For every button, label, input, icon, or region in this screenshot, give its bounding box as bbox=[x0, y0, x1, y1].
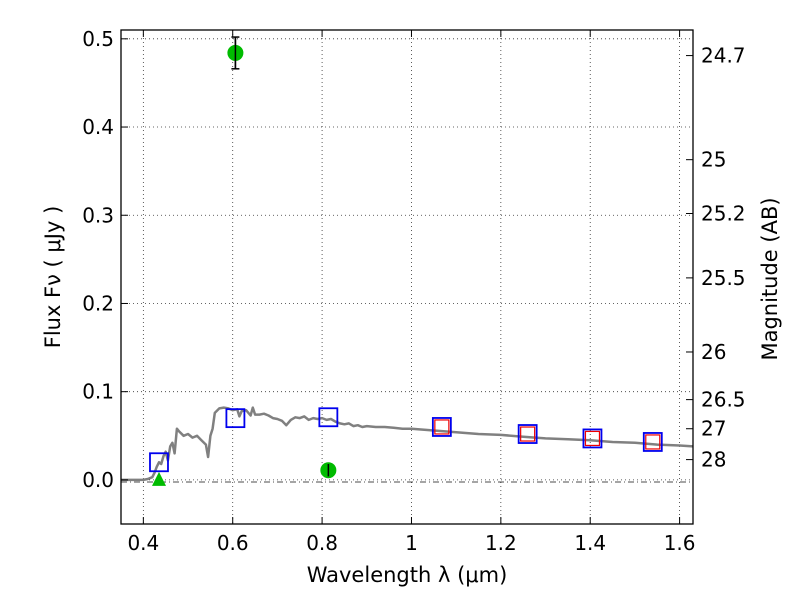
green-triangle-marker bbox=[151, 471, 166, 486]
model-spectrum-line bbox=[121, 406, 693, 482]
red-square-marker bbox=[584, 430, 601, 447]
blue-square-marker bbox=[517, 424, 538, 444]
y2-tick-label: 24.7 bbox=[701, 44, 746, 68]
x-tick-label: 0.8 bbox=[306, 531, 338, 555]
x-tick-label: 1.6 bbox=[664, 531, 696, 555]
y2-tick-label: 25.2 bbox=[701, 201, 746, 225]
plot-markers bbox=[149, 36, 663, 486]
blue-square-marker bbox=[582, 428, 603, 449]
plot-frame bbox=[120, 29, 694, 525]
ticks: 0.4 0.6 0.8 1 1.2 1.4 1.6 0.0 0.1 0.2 0.3 0.4 0.5 24.… bbox=[82, 27, 745, 555]
y2-tick-label: 25.5 bbox=[701, 266, 746, 290]
grid bbox=[121, 30, 693, 524]
x-tick-label: 0.4 bbox=[127, 531, 159, 555]
y-tick-label: 0.5 bbox=[82, 27, 114, 51]
x-tick-label: 0.6 bbox=[217, 531, 249, 555]
y-tick-label: 0.1 bbox=[82, 380, 114, 404]
y2-tick-label: 25 bbox=[701, 148, 726, 172]
y-tick-label: 0.3 bbox=[82, 203, 114, 227]
y2-tick-label: 26.5 bbox=[701, 388, 746, 412]
red-square-marker bbox=[645, 434, 661, 450]
y2-tick-label: 28 bbox=[701, 448, 726, 472]
y2-tick-label: 26 bbox=[701, 340, 726, 364]
x-tick-label: 1.2 bbox=[485, 531, 517, 555]
x-axis-label: Wavelength λ (μm) bbox=[307, 563, 508, 587]
red-square-marker bbox=[520, 426, 536, 442]
x-tick-label: 1.4 bbox=[574, 531, 606, 555]
y2-tick-label: 27 bbox=[701, 417, 726, 441]
blue-square-marker bbox=[225, 408, 246, 429]
plot-marks bbox=[121, 406, 693, 482]
blue-square-marker bbox=[149, 452, 169, 473]
blue-square-marker bbox=[431, 417, 452, 437]
y2-axis-label: Magnitude (AB) bbox=[758, 197, 782, 360]
y-tick-label: 0.4 bbox=[82, 115, 114, 139]
red-square-marker bbox=[434, 419, 450, 435]
y-tick-label: 0.2 bbox=[82, 291, 114, 315]
y-axis-label: Flux Fν ( μJy ) bbox=[41, 206, 65, 349]
x-tick-label: 1 bbox=[405, 531, 418, 555]
blue-square-marker bbox=[642, 432, 663, 452]
blue-square-marker bbox=[318, 407, 339, 428]
y-tick-label: 0.0 bbox=[82, 468, 114, 492]
